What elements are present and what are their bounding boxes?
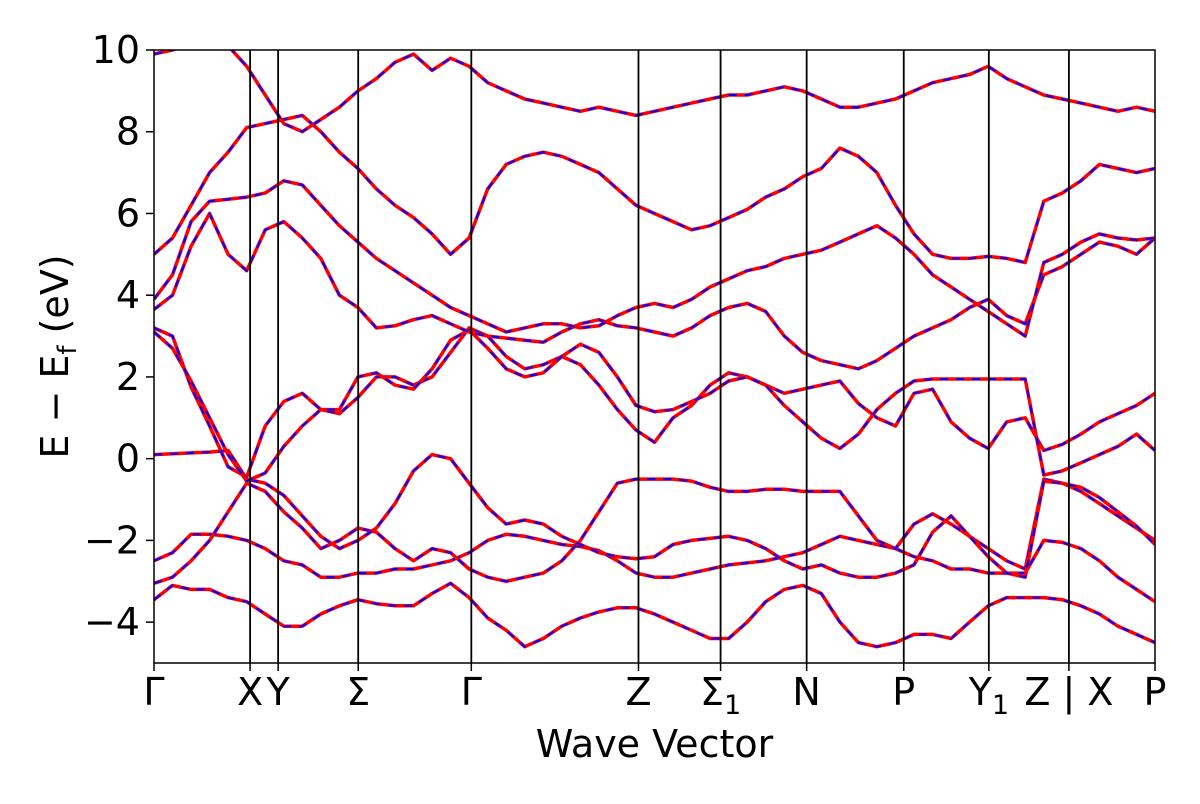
- band-6: [154, 328, 1155, 483]
- y-tick-label-1: −4: [84, 600, 140, 644]
- x-tick-label-text: P: [1144, 670, 1167, 714]
- y-tick-label-8: 10: [92, 28, 140, 72]
- y-tick-label-6: 6: [116, 191, 140, 235]
- x-tick-label-6: Z: [625, 670, 651, 714]
- x-tick-label-text: Γ: [143, 670, 164, 714]
- y-axis-label-main: E − E: [33, 355, 77, 459]
- band-5: [154, 326, 1155, 479]
- band-10-dashed: [154, 50, 1155, 133]
- x-tick-label-text: Z: [625, 670, 651, 714]
- y-tick-label-3: 0: [116, 437, 140, 481]
- x-tick-label-text: X: [237, 670, 263, 714]
- band-4-dashed: [154, 449, 1155, 579]
- x-tick-label-2: X: [237, 670, 263, 714]
- y-tick-label-2: −2: [84, 518, 140, 562]
- x-tick-label-8: N: [792, 670, 820, 714]
- x-tick-label-text: Z | X: [1024, 670, 1113, 715]
- kpoint-lines: [249, 50, 1070, 663]
- x-tick-label-text: N: [792, 670, 820, 714]
- x-tick-label-12: P: [1144, 670, 1167, 714]
- x-tick-label-7: Σ1: [700, 670, 741, 721]
- x-tick-label-4: Σ: [346, 670, 370, 714]
- y-tick-label-7: 8: [116, 110, 140, 154]
- band-3-dashed: [154, 478, 1155, 585]
- band-6-dashed: [154, 328, 1155, 483]
- x-tick-label-text: Σ: [700, 670, 724, 714]
- y-tick-label-5: 4: [116, 273, 140, 317]
- y-axis-label: E − Ef (eV): [33, 254, 83, 458]
- x-tick-label-10: Y1: [968, 670, 1009, 721]
- y-axis-label-subscript: f: [53, 345, 83, 355]
- band-5-dashed: [154, 326, 1155, 479]
- x-tick-label-9: P: [892, 670, 915, 714]
- x-tick-label-text: Σ: [346, 670, 370, 714]
- band-lines: [154, 50, 1155, 649]
- x-tick-label-text: Y: [968, 670, 993, 714]
- x-tick-label-text: P: [892, 670, 915, 714]
- x-axis-label: Wave Vector: [536, 722, 774, 766]
- x-tick-label-11: Z | X: [1024, 670, 1113, 715]
- x-tick-label-5: Γ: [461, 670, 482, 714]
- x-tick-label-3: Y: [266, 670, 291, 714]
- y-ticks: −4 −2 0 2 4 6 8 10: [84, 28, 154, 644]
- y-tick-label-4: 2: [116, 355, 140, 399]
- x-tick-label-text: Y: [266, 670, 291, 714]
- band-7: [154, 211, 1155, 371]
- band-1-dashed: [154, 582, 1155, 648]
- band-2: [154, 532, 1155, 604]
- y-axis-label-unit: (eV): [33, 254, 77, 345]
- x-tick-label-text: Γ: [461, 670, 482, 714]
- x-tick-label-1: Γ: [143, 670, 164, 714]
- plot-frame: [153, 49, 1156, 664]
- x-tick-label-subscript: 1: [724, 690, 741, 721]
- x-tick-label-subscript: 1: [992, 690, 1009, 721]
- band-7-dashed: [154, 212, 1155, 370]
